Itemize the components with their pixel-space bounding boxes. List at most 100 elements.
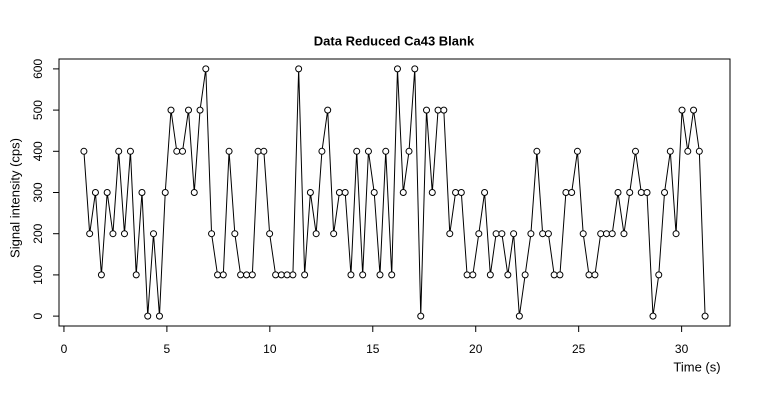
- data-point: [463, 271, 471, 279]
- data-point: [399, 189, 407, 196]
- data-point: [608, 230, 616, 238]
- data-point: [254, 147, 262, 155]
- x-axis-label: Time (s): [673, 359, 720, 374]
- data-point: [202, 65, 210, 73]
- data-point: [515, 312, 523, 320]
- data-point: [289, 271, 297, 279]
- data-point: [643, 189, 651, 196]
- data-point: [115, 147, 123, 155]
- data-point: [440, 106, 448, 114]
- x-tick-label: 15: [366, 342, 380, 356]
- data-point: [266, 230, 274, 238]
- data-point: [144, 312, 152, 320]
- data-point: [231, 230, 239, 238]
- data-point: [620, 230, 628, 238]
- y-axis-label: Signal intensity (cps): [7, 138, 22, 258]
- data-point: [347, 271, 355, 279]
- data-point: [155, 312, 163, 320]
- data-point: [701, 312, 709, 320]
- data-point: [330, 230, 338, 238]
- data-point: [666, 147, 674, 155]
- data-point: [109, 230, 117, 238]
- chart-title: Data Reduced Ca43 Blank: [314, 33, 475, 48]
- data-point: [341, 189, 349, 196]
- data-point: [498, 230, 506, 238]
- data-point: [573, 147, 581, 155]
- data-point: [423, 106, 431, 114]
- data-point: [690, 106, 698, 114]
- data-point: [173, 147, 181, 155]
- data-point: [428, 189, 436, 196]
- data-point: [312, 230, 320, 238]
- data-point: [434, 106, 442, 114]
- data-point: [510, 230, 518, 238]
- data-point: [283, 271, 291, 279]
- data-point: [678, 106, 686, 114]
- data-point: [411, 65, 419, 73]
- data-point: [637, 189, 645, 196]
- data-point: [562, 189, 570, 196]
- data-point: [521, 271, 529, 279]
- data-point: [80, 147, 88, 155]
- data-point: [138, 189, 146, 196]
- x-tick-label: 10: [263, 342, 277, 356]
- y-tick-label: 400: [31, 141, 45, 161]
- data-point: [655, 271, 663, 279]
- data-point: [614, 189, 622, 196]
- data-point: [486, 271, 494, 279]
- data-point: [539, 230, 547, 238]
- data-point: [544, 230, 552, 238]
- y-tick-label: 500: [31, 100, 45, 120]
- data-point: [103, 189, 111, 196]
- data-point: [243, 271, 251, 279]
- data-point: [591, 271, 599, 279]
- data-point: [579, 230, 587, 238]
- y-tick-label: 0: [31, 312, 45, 319]
- data-point: [527, 230, 535, 238]
- data-point: [626, 189, 634, 196]
- x-tick-label: 25: [572, 342, 586, 356]
- data-point: [469, 271, 477, 279]
- x-tick-label: 5: [164, 342, 171, 356]
- data-point: [324, 106, 332, 114]
- data-point: [353, 147, 361, 155]
- data-point: [393, 65, 401, 73]
- data-point: [277, 271, 285, 279]
- y-tick-label: 600: [31, 59, 45, 79]
- x-tick-label: 20: [469, 342, 483, 356]
- data-point: [185, 106, 193, 114]
- data-point: [120, 230, 128, 238]
- data-point: [301, 271, 309, 279]
- data-point: [533, 147, 541, 155]
- data-point: [661, 189, 669, 196]
- data-point: [167, 106, 175, 114]
- data-point: [417, 312, 425, 320]
- data-point: [631, 147, 639, 155]
- data-point: [475, 230, 483, 238]
- data-line: [83, 68, 706, 317]
- data-point: [452, 189, 460, 196]
- data-point: [370, 189, 378, 196]
- data-point: [295, 65, 303, 73]
- data-point: [649, 312, 657, 320]
- data-point: [382, 147, 390, 155]
- y-tick-label: 300: [31, 182, 45, 202]
- data-point: [132, 271, 140, 279]
- data-point: [272, 271, 280, 279]
- data-point: [364, 147, 372, 155]
- x-tick-label: 30: [675, 342, 689, 356]
- data-point: [504, 271, 512, 279]
- data-point: [208, 230, 216, 238]
- data-point: [602, 230, 610, 238]
- data-point: [492, 230, 500, 238]
- data-point: [91, 189, 99, 196]
- y-tick-label: 200: [31, 223, 45, 243]
- data-point: [97, 271, 105, 279]
- data-point: [260, 147, 268, 155]
- data-point: [446, 230, 454, 238]
- data-point: [405, 147, 413, 155]
- data-point: [597, 230, 605, 238]
- y-tick-label: 100: [31, 265, 45, 285]
- data-point: [556, 271, 564, 279]
